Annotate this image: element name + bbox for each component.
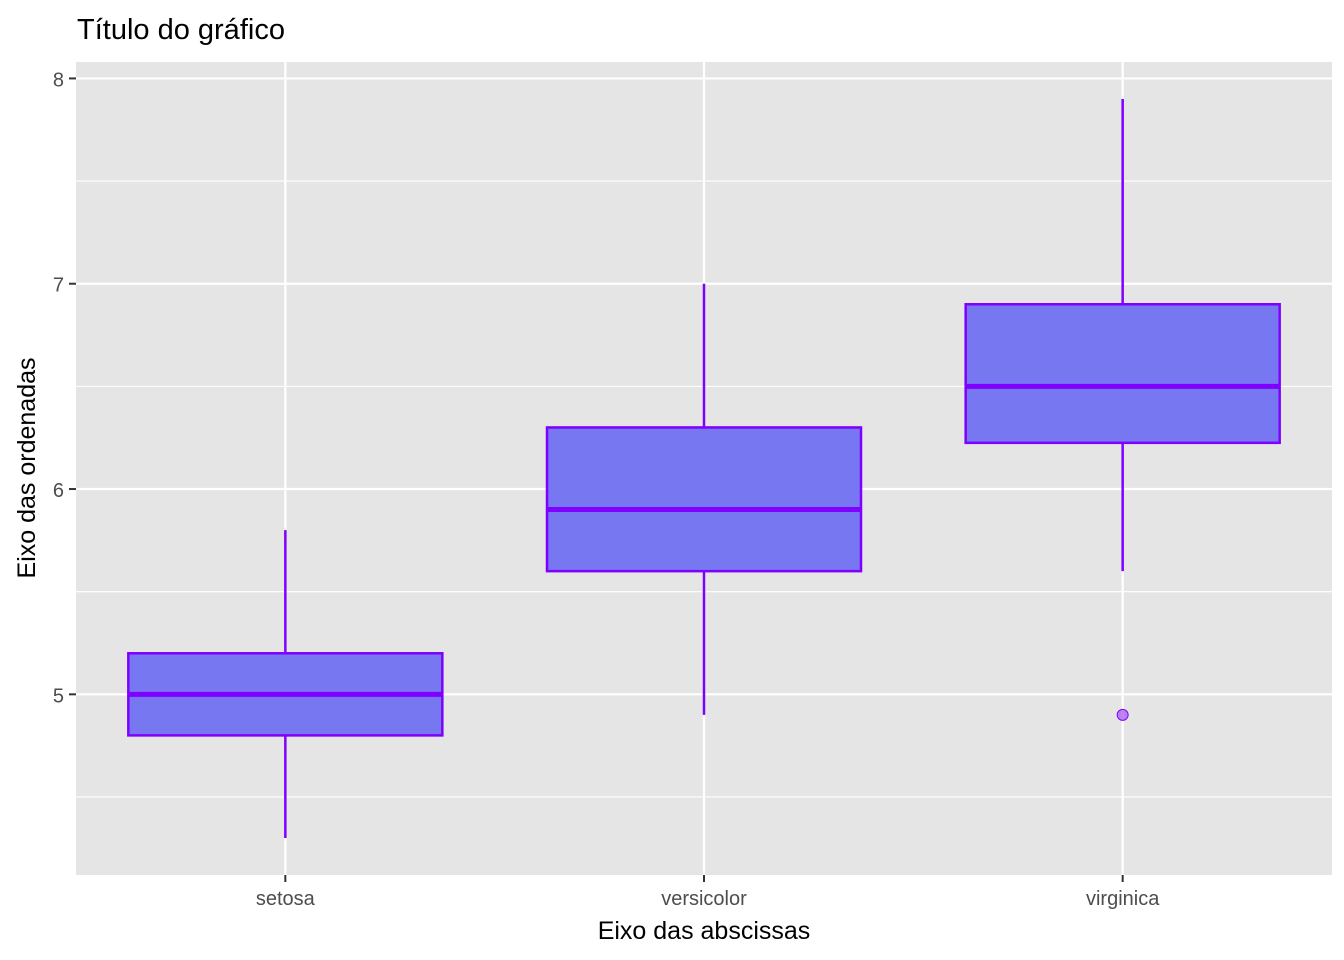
boxplot-virginica: [964, 98, 1281, 721]
y-axis-title: Eixo das ordenadas: [13, 358, 41, 579]
x-tick-label: versicolor: [661, 888, 747, 910]
boxplot-versicolor: [545, 283, 863, 715]
x-axis-title: Eixo das abscissas: [598, 917, 811, 945]
y-tick-label: 5: [53, 685, 64, 707]
box-iqr: [545, 426, 863, 573]
y-axis: 5 6 7 8: [53, 69, 76, 707]
y-tick-label: 7: [53, 275, 64, 297]
outlier-point: [1116, 708, 1129, 721]
box-iqr: [964, 303, 1281, 445]
boxes-layer: [127, 98, 1281, 839]
chart-title: Título do gráfico: [77, 14, 285, 46]
x-axis: setosa versicolor virginica: [256, 875, 1160, 910]
boxplot-setosa: [127, 530, 444, 839]
y-tick-label: 6: [53, 480, 64, 502]
x-tick-label: setosa: [256, 888, 316, 910]
x-tick-label: virginica: [1086, 888, 1160, 910]
y-tick-label: 8: [53, 69, 64, 91]
